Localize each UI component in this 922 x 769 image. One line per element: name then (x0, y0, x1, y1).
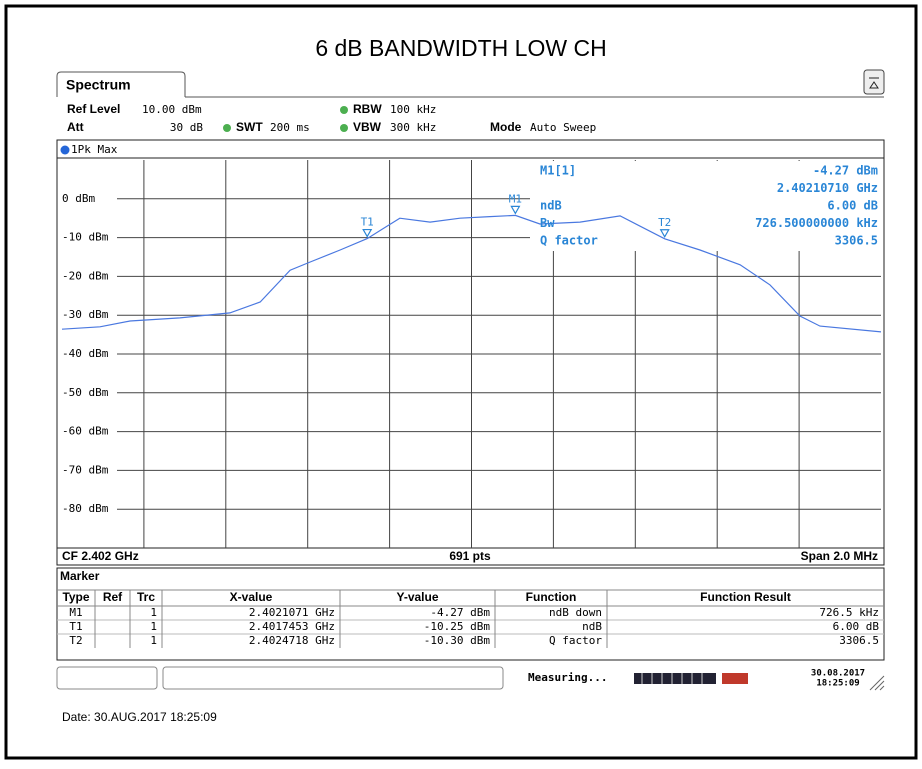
table-title: Marker (60, 569, 100, 583)
setting: Auto Sweep (530, 121, 596, 134)
setting-label: VBW (353, 120, 382, 134)
setting: 100 kHz (390, 103, 436, 116)
icon-glyph (869, 77, 879, 89)
table-cell: Q factor (549, 634, 602, 647)
status-time: 18:25:09 (816, 679, 859, 689)
progress-ticks (641, 673, 703, 684)
table-cell: 2.4017453 GHz (249, 620, 335, 633)
y-tick-label: -80 dBm (62, 502, 109, 515)
marker-info-value: 3306.5 (835, 234, 878, 248)
y-tick-label: -20 dBm (62, 269, 109, 282)
setting: 10.00 dBm (142, 103, 202, 116)
trace (61, 214, 882, 333)
marker-label: T1 (361, 216, 374, 229)
table-cell: 1 (150, 634, 157, 647)
marker-panel (530, 161, 881, 251)
table-cell: T2 (69, 634, 82, 647)
setting-label: SWT (236, 120, 263, 134)
table-cell: 1 (150, 606, 157, 619)
tab-label[interactable]: Spectrum (66, 77, 131, 93)
table-cell: 726.5 kHz (819, 606, 879, 619)
marker (362, 228, 373, 238)
marker-label: M1 (509, 192, 522, 205)
marker-table (56, 567, 885, 661)
trace-label: 1Pk Max (71, 143, 118, 156)
trace-dot (60, 145, 70, 155)
marker-info-value: -4.27 dBm (813, 164, 878, 178)
table-cell: -10.25 dBm (424, 620, 491, 633)
title: 6 dB BANDWIDTH LOW CH (315, 35, 606, 61)
cf: CF 2.402 GHz (62, 549, 139, 563)
table-cell: -4.27 dBm (430, 606, 490, 619)
setting-label: Att (67, 120, 84, 134)
table-cell: ndB down (549, 606, 602, 619)
y-tick-label: -30 dBm (62, 308, 109, 321)
logo (722, 673, 748, 684)
plot: 0 dBm -10 dBm -20 dBm -30 dBm -40 dBm -50 dBm… (61, 160, 882, 548)
tab[interactable] (56, 71, 186, 97)
table-header: Type (62, 590, 89, 604)
marker (659, 229, 670, 238)
span: Span 2.0 MHz (801, 549, 878, 563)
dot (223, 124, 231, 132)
dot (340, 106, 348, 114)
setting: 200 ms (270, 121, 310, 134)
marker (510, 205, 521, 215)
y-tick-label: -50 dBm (62, 386, 109, 399)
table-header: Function Result (700, 590, 791, 604)
setting-label: Mode (490, 120, 522, 134)
status-date: 30.08.2017 (811, 669, 865, 679)
marker-info-label: ndB (540, 199, 562, 213)
y-tick-label: -10 dBm (62, 231, 109, 244)
grip (869, 675, 885, 691)
table-cell: T1 (69, 620, 82, 633)
marker-info-value: 2.40210710 GHz (777, 181, 878, 195)
y-tick-label: -70 dBm (62, 463, 109, 476)
table-cell: -10.30 dBm (424, 634, 491, 647)
setting: 300 kHz (390, 121, 436, 134)
table-cell: 3306.5 (839, 634, 879, 647)
setting-label: RBW (353, 102, 382, 116)
dot (340, 124, 348, 132)
table-header: Function (526, 590, 577, 604)
table-cell: 1 (150, 620, 157, 633)
y-tick-label: -40 dBm (62, 347, 109, 360)
marker-info-label: Bw (540, 216, 555, 230)
status-box (162, 666, 504, 690)
y-tick-label: 0 dBm (62, 192, 95, 205)
setting-label: Ref Level (67, 102, 120, 116)
y-tick-label: -60 dBm (62, 425, 109, 438)
marker-info-value: 6.00 dB (827, 199, 878, 213)
table-header: Y-value (396, 590, 438, 604)
progress (634, 673, 716, 684)
table-cell: ndB (582, 620, 602, 633)
table-header: X-value (230, 590, 273, 604)
table: Type Ref Trc X-value Y-value Function Function… (57, 589, 884, 648)
table-header: Trc (137, 590, 155, 604)
table-header: Ref (103, 590, 123, 604)
setting: 30 dB (170, 121, 203, 134)
marker-info-label: M1[1] (540, 164, 576, 178)
marker-label: T2 (658, 216, 671, 229)
table-cell: M1 (69, 606, 82, 619)
table-cell: 2.4024718 GHz (249, 634, 335, 647)
footer-date: Date: 30.AUG.2017 18:25:09 (62, 710, 217, 724)
status-message: Measuring... (528, 671, 607, 684)
table-cell: 2.4021071 GHz (249, 606, 335, 619)
marker-info-label: Q factor (540, 234, 598, 248)
marker-info-value: 726.500000000 kHz (755, 216, 878, 230)
points: 691 pts (449, 549, 491, 563)
status-box (56, 666, 158, 690)
table-cell: 6.00 dB (833, 620, 880, 633)
